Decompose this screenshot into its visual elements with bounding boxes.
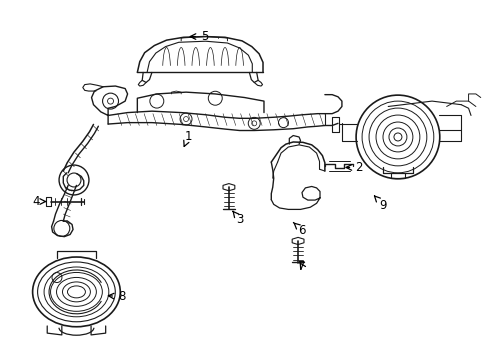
- Text: 3: 3: [232, 211, 243, 226]
- Text: 8: 8: [108, 290, 125, 303]
- Text: 7: 7: [298, 260, 305, 273]
- Text: 9: 9: [374, 196, 386, 212]
- Text: 4: 4: [32, 195, 46, 208]
- Text: 6: 6: [293, 222, 305, 237]
- Text: 1: 1: [183, 130, 192, 147]
- Text: 2: 2: [346, 161, 362, 174]
- Text: 5: 5: [190, 30, 208, 43]
